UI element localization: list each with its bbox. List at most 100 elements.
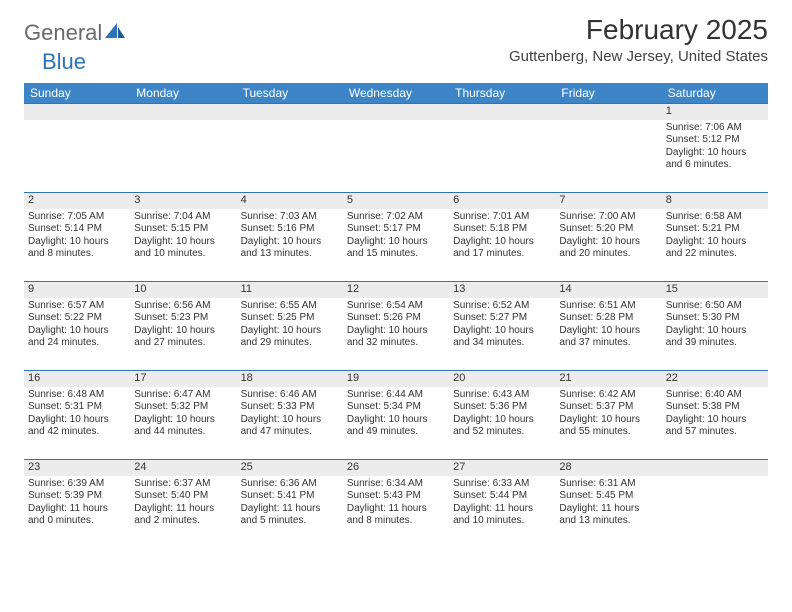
day-sunrise: Sunrise: 6:51 AM bbox=[559, 300, 657, 313]
day-sunset: Sunset: 5:41 PM bbox=[241, 490, 339, 503]
day-number bbox=[24, 104, 130, 120]
day-daylight: Daylight: 10 hours and 17 minutes. bbox=[453, 236, 551, 261]
day-cell: 6Sunrise: 7:01 AMSunset: 5:18 PMDaylight… bbox=[449, 193, 555, 281]
day-body: Sunrise: 7:05 AMSunset: 5:14 PMDaylight:… bbox=[24, 209, 130, 265]
day-number: 23 bbox=[24, 460, 130, 476]
location: Guttenberg, New Jersey, United States bbox=[509, 48, 768, 65]
month-title: February 2025 bbox=[509, 14, 768, 46]
day-daylight: Daylight: 11 hours and 2 minutes. bbox=[134, 503, 232, 528]
day-daylight: Daylight: 10 hours and 22 minutes. bbox=[666, 236, 764, 261]
day-body: Sunrise: 7:01 AMSunset: 5:18 PMDaylight:… bbox=[449, 209, 555, 265]
weekday-monday: Monday bbox=[130, 83, 236, 103]
week-row: 2Sunrise: 7:05 AMSunset: 5:14 PMDaylight… bbox=[24, 192, 768, 281]
day-cell: 14Sunrise: 6:51 AMSunset: 5:28 PMDayligh… bbox=[555, 282, 661, 370]
day-body bbox=[343, 120, 449, 126]
day-daylight: Daylight: 11 hours and 8 minutes. bbox=[347, 503, 445, 528]
day-daylight: Daylight: 10 hours and 52 minutes. bbox=[453, 414, 551, 439]
day-body: Sunrise: 6:56 AMSunset: 5:23 PMDaylight:… bbox=[130, 298, 236, 354]
day-number: 3 bbox=[130, 193, 236, 209]
day-sunrise: Sunrise: 6:57 AM bbox=[28, 300, 126, 313]
day-daylight: Daylight: 10 hours and 15 minutes. bbox=[347, 236, 445, 261]
day-body: Sunrise: 6:42 AMSunset: 5:37 PMDaylight:… bbox=[555, 387, 661, 443]
day-body bbox=[130, 120, 236, 126]
day-number bbox=[343, 104, 449, 120]
day-sunrise: Sunrise: 6:40 AM bbox=[666, 389, 764, 402]
day-sunset: Sunset: 5:21 PM bbox=[666, 223, 764, 236]
logo-text-blue: Blue bbox=[42, 49, 86, 75]
weekday-friday: Friday bbox=[555, 83, 661, 103]
weekday-tuesday: Tuesday bbox=[237, 83, 343, 103]
day-sunset: Sunset: 5:37 PM bbox=[559, 401, 657, 414]
day-sunrise: Sunrise: 6:43 AM bbox=[453, 389, 551, 402]
day-sunset: Sunset: 5:30 PM bbox=[666, 312, 764, 325]
day-number: 6 bbox=[449, 193, 555, 209]
logo: General bbox=[24, 20, 126, 46]
day-body: Sunrise: 6:44 AMSunset: 5:34 PMDaylight:… bbox=[343, 387, 449, 443]
day-cell bbox=[130, 104, 236, 192]
day-daylight: Daylight: 10 hours and 32 minutes. bbox=[347, 325, 445, 350]
day-body: Sunrise: 6:54 AMSunset: 5:26 PMDaylight:… bbox=[343, 298, 449, 354]
day-sunrise: Sunrise: 7:00 AM bbox=[559, 211, 657, 224]
day-body: Sunrise: 7:02 AMSunset: 5:17 PMDaylight:… bbox=[343, 209, 449, 265]
day-cell bbox=[237, 104, 343, 192]
day-number: 8 bbox=[662, 193, 768, 209]
day-body: Sunrise: 6:33 AMSunset: 5:44 PMDaylight:… bbox=[449, 476, 555, 532]
day-cell: 9Sunrise: 6:57 AMSunset: 5:22 PMDaylight… bbox=[24, 282, 130, 370]
day-number: 22 bbox=[662, 371, 768, 387]
day-sunset: Sunset: 5:45 PM bbox=[559, 490, 657, 503]
day-body: Sunrise: 6:55 AMSunset: 5:25 PMDaylight:… bbox=[237, 298, 343, 354]
day-daylight: Daylight: 10 hours and 44 minutes. bbox=[134, 414, 232, 439]
day-sunrise: Sunrise: 6:50 AM bbox=[666, 300, 764, 313]
day-number: 13 bbox=[449, 282, 555, 298]
day-cell: 20Sunrise: 6:43 AMSunset: 5:36 PMDayligh… bbox=[449, 371, 555, 459]
day-body bbox=[662, 476, 768, 482]
day-daylight: Daylight: 10 hours and 37 minutes. bbox=[559, 325, 657, 350]
logo-text-general: General bbox=[24, 20, 102, 46]
day-daylight: Daylight: 10 hours and 6 minutes. bbox=[666, 147, 764, 172]
day-cell: 27Sunrise: 6:33 AMSunset: 5:44 PMDayligh… bbox=[449, 460, 555, 548]
day-body: Sunrise: 6:46 AMSunset: 5:33 PMDaylight:… bbox=[237, 387, 343, 443]
day-sunset: Sunset: 5:32 PM bbox=[134, 401, 232, 414]
day-body bbox=[24, 120, 130, 126]
day-number: 28 bbox=[555, 460, 661, 476]
day-cell: 10Sunrise: 6:56 AMSunset: 5:23 PMDayligh… bbox=[130, 282, 236, 370]
day-cell: 23Sunrise: 6:39 AMSunset: 5:39 PMDayligh… bbox=[24, 460, 130, 548]
week-row: 23Sunrise: 6:39 AMSunset: 5:39 PMDayligh… bbox=[24, 459, 768, 548]
day-number: 27 bbox=[449, 460, 555, 476]
day-number: 5 bbox=[343, 193, 449, 209]
day-cell bbox=[24, 104, 130, 192]
day-cell: 24Sunrise: 6:37 AMSunset: 5:40 PMDayligh… bbox=[130, 460, 236, 548]
day-cell: 22Sunrise: 6:40 AMSunset: 5:38 PMDayligh… bbox=[662, 371, 768, 459]
day-daylight: Daylight: 10 hours and 42 minutes. bbox=[28, 414, 126, 439]
day-number: 11 bbox=[237, 282, 343, 298]
day-sunrise: Sunrise: 7:05 AM bbox=[28, 211, 126, 224]
calendar: Sunday Monday Tuesday Wednesday Thursday… bbox=[24, 83, 768, 548]
day-body: Sunrise: 7:03 AMSunset: 5:16 PMDaylight:… bbox=[237, 209, 343, 265]
day-cell bbox=[343, 104, 449, 192]
day-sunset: Sunset: 5:38 PM bbox=[666, 401, 764, 414]
day-cell: 2Sunrise: 7:05 AMSunset: 5:14 PMDaylight… bbox=[24, 193, 130, 281]
day-number: 7 bbox=[555, 193, 661, 209]
weekday-header-row: Sunday Monday Tuesday Wednesday Thursday… bbox=[24, 83, 768, 103]
day-sunrise: Sunrise: 7:04 AM bbox=[134, 211, 232, 224]
weekday-thursday: Thursday bbox=[449, 83, 555, 103]
day-number: 15 bbox=[662, 282, 768, 298]
day-sunset: Sunset: 5:44 PM bbox=[453, 490, 551, 503]
day-number: 2 bbox=[24, 193, 130, 209]
day-cell: 16Sunrise: 6:48 AMSunset: 5:31 PMDayligh… bbox=[24, 371, 130, 459]
day-number: 18 bbox=[237, 371, 343, 387]
day-cell: 8Sunrise: 6:58 AMSunset: 5:21 PMDaylight… bbox=[662, 193, 768, 281]
day-number: 9 bbox=[24, 282, 130, 298]
day-body: Sunrise: 6:47 AMSunset: 5:32 PMDaylight:… bbox=[130, 387, 236, 443]
day-sunrise: Sunrise: 6:31 AM bbox=[559, 478, 657, 491]
day-sunset: Sunset: 5:34 PM bbox=[347, 401, 445, 414]
day-daylight: Daylight: 10 hours and 20 minutes. bbox=[559, 236, 657, 261]
day-cell: 26Sunrise: 6:34 AMSunset: 5:43 PMDayligh… bbox=[343, 460, 449, 548]
day-daylight: Daylight: 11 hours and 13 minutes. bbox=[559, 503, 657, 528]
day-sunset: Sunset: 5:28 PM bbox=[559, 312, 657, 325]
day-sunrise: Sunrise: 6:54 AM bbox=[347, 300, 445, 313]
day-number: 24 bbox=[130, 460, 236, 476]
day-sunset: Sunset: 5:33 PM bbox=[241, 401, 339, 414]
day-body: Sunrise: 6:50 AMSunset: 5:30 PMDaylight:… bbox=[662, 298, 768, 354]
day-cell: 4Sunrise: 7:03 AMSunset: 5:16 PMDaylight… bbox=[237, 193, 343, 281]
